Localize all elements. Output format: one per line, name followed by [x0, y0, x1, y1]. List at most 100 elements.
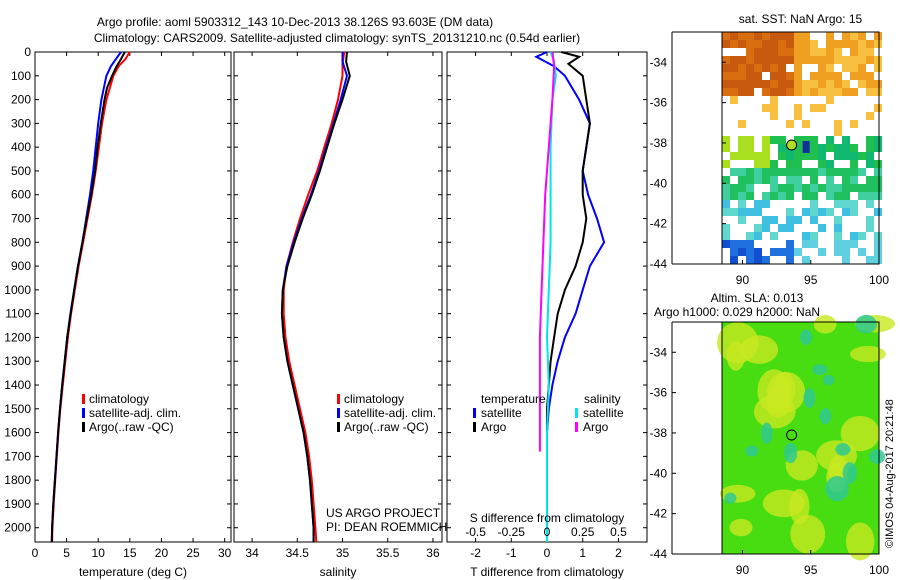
sst-map-cell — [818, 80, 826, 88]
sst-map-cell — [810, 168, 818, 176]
sst-map-cell — [802, 256, 810, 264]
sst-map-cell — [754, 256, 762, 264]
sst-map-cell — [738, 88, 746, 96]
salinity-frame — [233, 51, 443, 543]
sla-map-title-2: Argo h1000: 0.029 h2000: NaN — [654, 305, 820, 319]
temperature-xtick-label: 0 — [32, 546, 39, 560]
sst-map-cell — [786, 80, 794, 88]
sst-map-cell — [842, 136, 850, 144]
sst-map-cell — [834, 120, 842, 128]
sal-legend-swatch — [337, 422, 340, 432]
sst-map-cell — [834, 184, 842, 192]
sst-map-cell — [778, 248, 786, 256]
sst-map-cell — [826, 192, 834, 200]
sst-map-cell — [874, 40, 882, 48]
sst-map-cell — [738, 56, 746, 64]
sst-map-cell — [802, 88, 810, 96]
sst-map-cell — [778, 72, 786, 80]
sst-map-cell — [762, 176, 770, 184]
differences-xlabel: T difference from climatology — [470, 565, 624, 579]
sst-map-cell — [746, 256, 754, 264]
sst-map-cell — [858, 80, 866, 88]
sst-map-cell — [730, 80, 738, 88]
temperature-profile-plot: 0 5 10 15 20 25 300100200300400500600700800900… — [4, 45, 231, 579]
sst-map-cell — [722, 136, 730, 144]
sst-map-cell — [730, 240, 738, 248]
sst-map-cell — [802, 40, 810, 48]
sst-map-cell — [770, 64, 778, 72]
sst-map-cell — [858, 40, 866, 48]
sst-map-cell — [842, 64, 850, 72]
sst-map-cell — [874, 240, 882, 248]
sst-map-cell — [754, 56, 762, 64]
temp-legend-label: satellite-adj. clim. — [89, 406, 181, 420]
diff-legend-label: Argo — [583, 420, 609, 434]
temperature-ytick-label: 300 — [11, 116, 31, 130]
sst-map-cell — [826, 96, 834, 104]
sst-map-cell — [850, 72, 858, 80]
sst-map-cell — [874, 144, 882, 152]
sst-map-cell — [810, 136, 818, 144]
sst-map-cell — [818, 104, 826, 112]
sst-map-cell — [826, 56, 834, 64]
temperature-xtick-label: 5 — [63, 546, 70, 560]
sst-map-cell — [770, 176, 778, 184]
sst-map-cell — [746, 184, 754, 192]
sst-map-cell — [770, 136, 778, 144]
sst-map-cell — [802, 168, 810, 176]
sst-map-cell — [722, 40, 730, 48]
sst-map-cell — [794, 48, 802, 56]
sst-map-cell — [810, 232, 818, 240]
sst-map-cell — [762, 192, 770, 200]
sst-map-cell — [794, 216, 802, 224]
sst-map-cell — [842, 176, 850, 184]
sst-map-cell — [730, 64, 738, 72]
temperature-series-line — [50, 51, 126, 543]
sst-map-cell — [834, 48, 842, 56]
sst-map-cell — [866, 160, 874, 168]
diff-legend-salinity-title: salinity — [584, 392, 621, 406]
sla-low-blob — [799, 329, 813, 346]
sla-ytick-label: -38 — [650, 426, 668, 440]
sst-map-cell — [770, 96, 778, 104]
sst-map-cell — [794, 64, 802, 72]
diff-legend-temperature-title: temperature — [481, 392, 546, 406]
sst-map-cell — [754, 160, 762, 168]
sst-map-cell — [754, 40, 762, 48]
sst-map-cell — [826, 136, 834, 144]
sst-map-cell — [770, 232, 778, 240]
temperature-ytick-label: 100 — [11, 69, 31, 83]
sst-map-cell — [850, 200, 858, 208]
sst-xtick-label: 100 — [869, 273, 889, 287]
sst-map-cell — [874, 56, 882, 64]
diff-legend-label: Argo — [481, 420, 507, 434]
sla-high-blob — [740, 335, 779, 364]
sst-map-cell — [738, 200, 746, 208]
sal-legend-label: climatology — [344, 392, 404, 406]
sst-map-cell — [770, 160, 778, 168]
sst-map-cell — [826, 48, 834, 56]
sst-map-cell — [834, 192, 842, 200]
sst-map-cell — [730, 40, 738, 48]
salinity-series-line — [282, 51, 346, 543]
sst-map-cell — [762, 152, 770, 160]
sst-map-cell — [722, 240, 730, 248]
sst-map-cell — [874, 232, 882, 240]
sst-map-cell — [802, 56, 810, 64]
sst-map-cell — [730, 208, 738, 216]
sst-map-cell — [802, 136, 810, 144]
temperature-ytick-label: 1800 — [4, 473, 31, 487]
salinity-xtick-label: 35.5 — [376, 546, 400, 560]
sst-map-cell — [794, 112, 802, 120]
sst-map-cell — [874, 136, 882, 144]
sla-low-blob — [819, 408, 832, 425]
sst-map-cell — [754, 248, 762, 256]
sst-map-cell — [770, 48, 778, 56]
sst-map-cell — [834, 80, 842, 88]
header-line-2: Climatology: CARS2009. Satellite-adjuste… — [94, 31, 580, 45]
sst-map-cell — [786, 152, 794, 160]
temp-legend-swatch — [82, 408, 85, 418]
sst-map-cell — [834, 56, 842, 64]
sst-map-cell — [786, 88, 794, 96]
sst-map-cell — [842, 32, 850, 40]
